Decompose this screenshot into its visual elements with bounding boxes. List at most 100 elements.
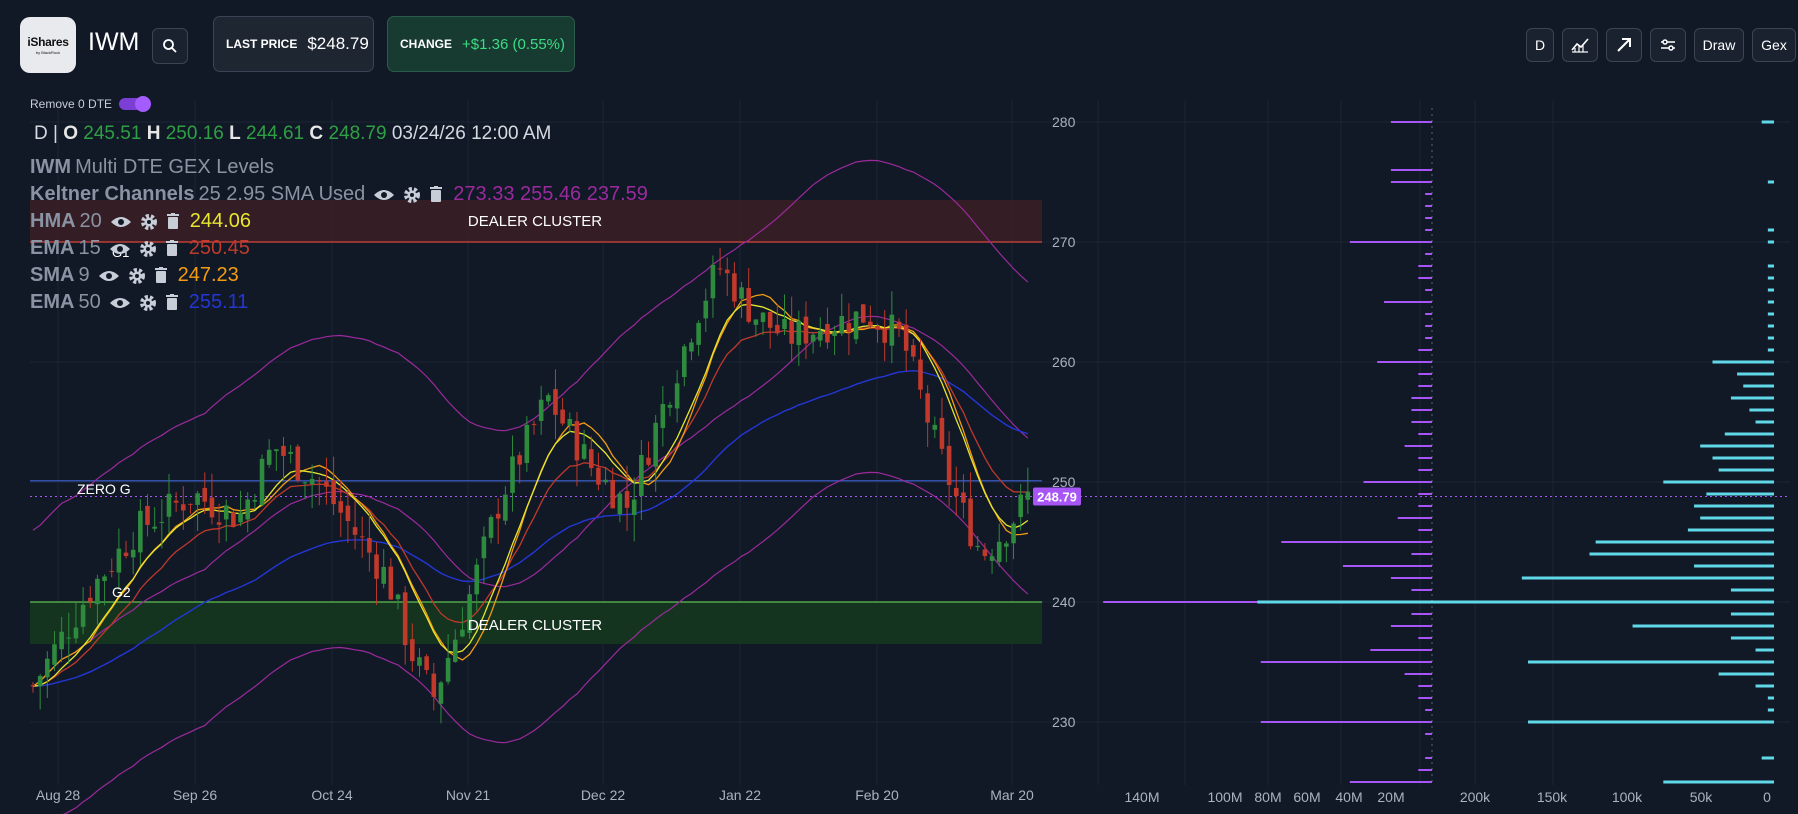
remove-0dte-toggle[interactable] [119,96,152,112]
candle-body [488,517,494,538]
candle-body [596,467,601,485]
trash-icon[interactable] [166,213,180,230]
candle-body [968,498,973,547]
ema15-line [32,327,1028,687]
candle-body [417,657,422,666]
candle-body [1025,491,1031,500]
gex-left-tick-label: 20M [1377,789,1404,805]
candle-body [767,311,773,328]
ishares-logo[interactable]: iShares by BlackRock [20,17,76,73]
study-ticker: IWM [30,156,72,178]
candle-body [395,594,401,600]
draw-button[interactable]: Draw [1694,28,1744,62]
candle-body [238,513,243,523]
ohlc-interval: D [34,123,48,144]
interval-button[interactable]: D [1526,28,1554,62]
candle-body [832,332,837,336]
candle-body [331,480,336,505]
candle-body [918,359,923,390]
high-label: H [146,123,161,144]
candle-body [603,479,608,483]
gear-icon[interactable] [140,213,158,231]
trend-button[interactable] [1606,28,1642,62]
candle-body [1004,543,1009,547]
search-button[interactable] [152,28,188,64]
candle-body [724,269,730,274]
gear-icon[interactable] [128,267,146,285]
gex-left-tick-label: 140M [1124,789,1159,805]
legend-sma9-params: 9 [78,264,90,286]
eye-icon[interactable] [373,188,395,202]
chart-line-icon [1571,38,1589,53]
change-value: +$1.36 (0.55%) [462,35,566,53]
eye-icon[interactable] [98,269,120,283]
candle-body [653,422,658,467]
candle-body [474,564,480,595]
eye-icon[interactable] [109,242,131,256]
candle-body [896,321,902,329]
low-label: L [229,123,241,144]
legend-hma-params: 20 [79,210,102,232]
candle-body [717,268,723,270]
candle-body [281,445,286,456]
candle-body [145,505,150,525]
candle-body [102,576,107,581]
candle-body [903,324,909,351]
price-tick-label: 230 [1052,714,1076,730]
candle-body [410,639,415,662]
dealer-cluster-label-lower: DEALER CLUSTER [468,617,602,634]
trash-icon[interactable] [165,294,179,311]
candle-body [646,457,651,465]
candle-body [853,311,859,340]
candle-body [553,389,558,415]
candle-body [381,566,386,584]
candle-body [746,288,752,322]
logo-text: iShares [27,35,69,49]
keltner-upper-line [32,159,1029,531]
eye-icon[interactable] [109,296,131,310]
legend-ema15: EMA 15 250.45 [30,237,250,260]
gex-left-tick-label: 80M [1254,789,1281,805]
candle-body [309,478,315,485]
candle-body [739,287,744,299]
legend-ema50-name: EMA [30,291,75,313]
legend-ema50: EMA 50 255.11 [30,291,248,314]
candle-body [753,319,759,325]
candle-body [352,527,358,535]
candle-body [889,314,895,346]
indicators-button[interactable] [1562,28,1598,62]
trash-icon[interactable] [429,186,443,203]
indicator-lines [32,159,1029,814]
candle-body [989,556,995,561]
candle-body [674,383,680,409]
settings-button[interactable] [1650,28,1686,62]
remove-0dte-label: Remove 0 DTE [30,97,113,111]
trash-icon[interactable] [154,267,168,284]
eye-icon[interactable] [110,215,132,229]
candle-body [682,346,687,377]
gex-button[interactable]: Gex [1752,28,1796,62]
last-price-label: LAST PRICE [226,37,298,51]
candle-body [374,554,379,579]
candle-body [875,326,880,330]
gear-icon[interactable] [139,240,157,258]
gex-right-tick-label: 100k [1612,789,1643,805]
dealer-cluster-zone-lower [30,602,1042,644]
trash-icon[interactable] [165,240,179,257]
candle-body [231,512,236,528]
gear-icon[interactable] [139,294,157,312]
candle-body [80,604,86,627]
top-bar: iShares by BlackRock IWM LAST PRICE $248… [0,0,1798,90]
candle-body [574,421,580,461]
candle-body [911,345,916,357]
candle-body [245,499,251,520]
legend-sma9-name: SMA [30,264,75,286]
candle-body [37,676,43,687]
candle-body [216,522,222,525]
gex-profile: 140M 100M 80M 60M 40M 20M 200k 150k 100k 50k 0 [1103,108,1774,805]
gex-left-tick-label: 60M [1293,789,1320,805]
candle-body [252,500,258,502]
toggle-knob [135,96,152,112]
gear-icon[interactable] [403,186,421,204]
